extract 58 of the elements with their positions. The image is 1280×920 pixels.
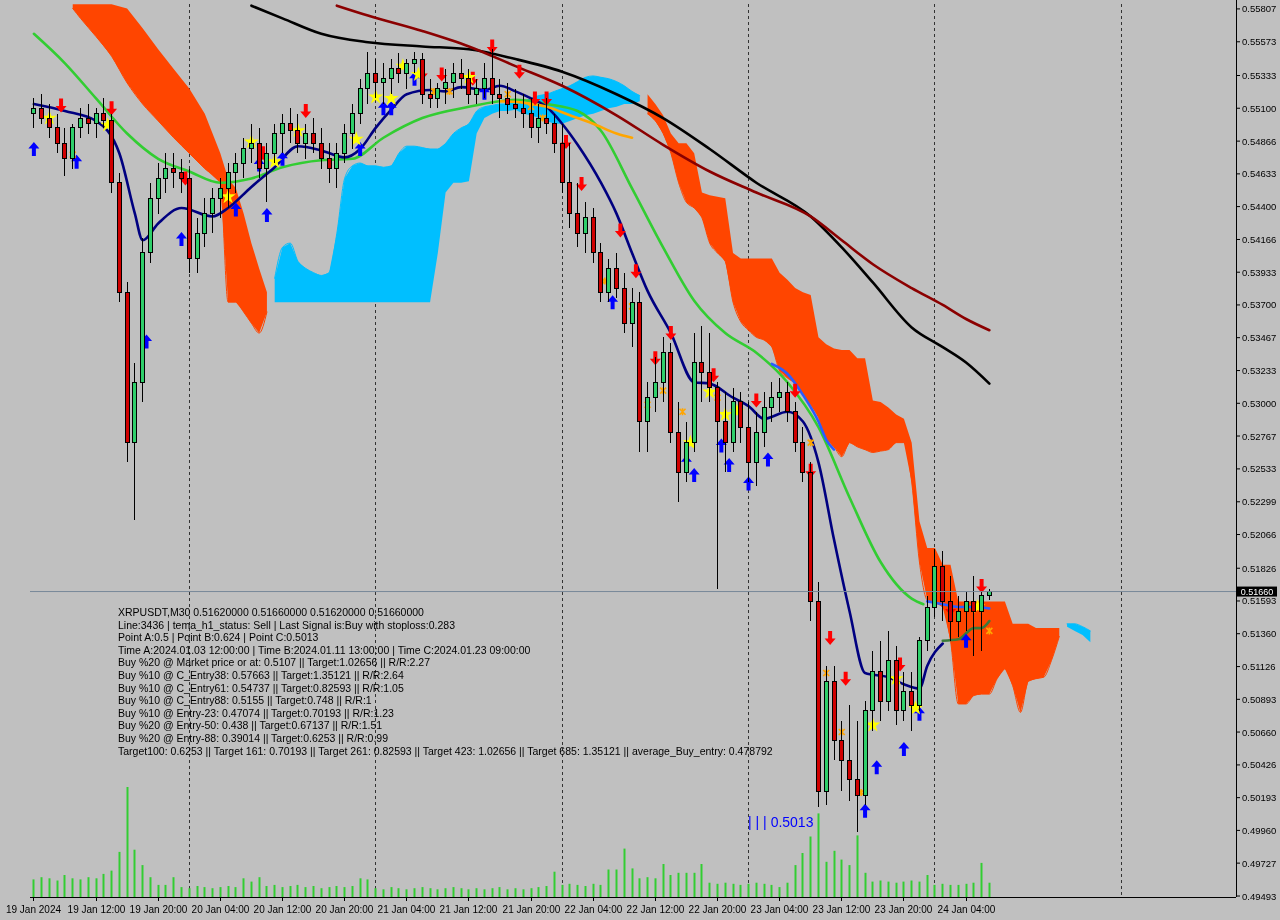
y-tick-label: 0.54866 xyxy=(1242,135,1277,147)
y-tick-label: 0.50660 xyxy=(1242,726,1277,738)
x-tick-label: 23 Jan 20:00 xyxy=(874,903,933,915)
y-tick-label: 0.51593 xyxy=(1242,595,1277,607)
x-tick-label: 19 Jan 2024 xyxy=(5,903,62,915)
x-tick-label: 21 Jan 20:00 xyxy=(502,903,561,915)
y-tick-label: 0.52299 xyxy=(1242,496,1277,508)
y-tick-label: 0.55333 xyxy=(1242,70,1277,82)
x-tick-label: 21 Jan 04:00 xyxy=(377,903,436,915)
x-tick-label: 22 Jan 04:00 xyxy=(564,903,623,915)
x-tick-label: 20 Jan 04:00 xyxy=(191,903,250,915)
annotation: Buy %10 @ C_Entry88: 0.5155 || Target:0.748 || R/R:1 xyxy=(118,694,372,707)
annotation: Point A:0.5 | Point B:0.624 | Point C:0.5013 xyxy=(118,631,319,644)
x-tick-label: 22 Jan 12:00 xyxy=(626,903,685,915)
y-tick-label: 0.53233 xyxy=(1242,365,1277,377)
annotation: Buy %20 @ Market price or at: 0.5107 || Target:1.02656 || R/R:2.27 xyxy=(118,656,431,669)
annotation: Buy %10 @ C_Entry38: 0.57663 || Target:1.35121 || R/R:2.64 xyxy=(118,669,404,681)
x-tick-label: 21 Jan 12:00 xyxy=(439,903,498,915)
y-tick-label: 0.54166 xyxy=(1242,233,1277,245)
annotation: Line:3436 | tema_h1_status: Sell | Last Signal is:Buy with stoploss:0.283 xyxy=(118,618,456,631)
y-tick-label: 0.55573 xyxy=(1242,36,1277,48)
x-tick-label: 20 Jan 12:00 xyxy=(253,903,312,915)
y-tick-label: 0.49960 xyxy=(1242,824,1277,836)
y-tick-label: 0.54633 xyxy=(1242,168,1277,180)
y-tick-label: 0.51826 xyxy=(1242,562,1277,574)
x-tick-label: 23 Jan 12:00 xyxy=(812,903,871,915)
y-tick-label: 0.52066 xyxy=(1242,529,1277,541)
x-tick-label: 24 Jan 04:00 xyxy=(937,903,996,915)
y-tick-label: 0.50193 xyxy=(1242,792,1277,804)
annotation: Target100: 0.6253 || Target 161: 0.70193 || Target 261: 0.82593 || Target 423: 1.02656 || Target 685: 1.35121 || average_Buy_entry: 0.478792 xyxy=(118,744,773,757)
y-tick-label: 0.55100 xyxy=(1242,102,1277,114)
ref-line-label: 0.51660 xyxy=(1240,586,1274,597)
annotation: Buy %20 @ Entry-88: 0.39014 || Target:0.6253 || R/R:0.99 xyxy=(118,732,389,744)
y-tick-label: 0.52533 xyxy=(1242,463,1277,475)
y-tick-label: 0.49493 xyxy=(1242,890,1277,902)
x-tick-label: 19 Jan 20:00 xyxy=(129,903,188,915)
annotation: | | | 0.5013 xyxy=(748,813,814,830)
y-tick-label: 0.55807 xyxy=(1242,3,1277,15)
y-tick-label: 0.50893 xyxy=(1242,693,1277,705)
y-tick-label: 0.53700 xyxy=(1242,299,1277,311)
x-tick-label: 19 Jan 12:00 xyxy=(67,903,126,915)
x-tick-label: 20 Jan 20:00 xyxy=(315,903,374,915)
y-tick-label: 0.53000 xyxy=(1242,397,1277,409)
annotation: Buy %10 @ C_Entry61: 0.54737 || Target:0.82593 || R/R:1.05 xyxy=(118,681,404,694)
x-tick-label: 23 Jan 04:00 xyxy=(750,903,809,915)
y-tick-label: 0.52767 xyxy=(1242,430,1277,442)
annotation: Time A:2024.01.03 12:00:00 | Time B:2024.01.11 13:00:00 | Time C:2024.01.23 09:00:00 xyxy=(118,643,531,656)
y-tick-label: 0.54400 xyxy=(1242,201,1277,213)
y-tick-label: 0.51126 xyxy=(1242,661,1276,673)
x-tick-label: 22 Jan 20:00 xyxy=(688,903,747,915)
y-tick-label: 0.51360 xyxy=(1242,628,1277,640)
y-tick-label: 0.53467 xyxy=(1242,332,1277,344)
y-tick-label: 0.53933 xyxy=(1242,266,1277,278)
text: XRPUSDT,M30 0.51620000 0.51660000 0.51620000 0.51660000 xyxy=(118,606,425,618)
annotation: Buy %10 @ Entry-23: 0.47074 || Target:0.70193 || R/R:1.23 xyxy=(118,706,395,719)
y-tick-label: 0.49727 xyxy=(1242,857,1277,869)
annotation: Buy %20 @ Entry-50: 0.438 || Target:0.67137 || R/R:1.51 xyxy=(118,719,383,732)
y-tick-label: 0.50426 xyxy=(1242,759,1277,771)
